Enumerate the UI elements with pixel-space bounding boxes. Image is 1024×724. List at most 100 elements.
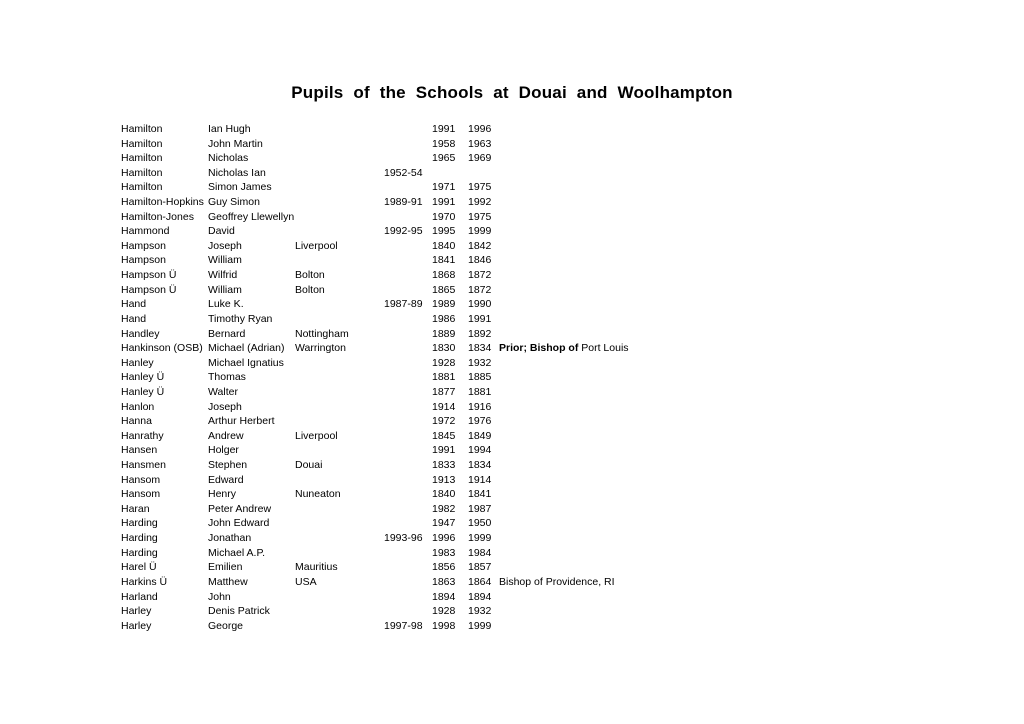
cell-place xyxy=(295,385,384,400)
cell-note xyxy=(499,502,981,517)
cell-year-start: 1863 xyxy=(432,575,456,588)
cell-year-end: 1991 xyxy=(468,312,492,325)
cell-year-start: 1971 xyxy=(432,181,456,194)
cell-forename: Simon James xyxy=(208,181,272,194)
cell-place xyxy=(295,546,384,561)
cell-prep-years xyxy=(384,312,432,327)
table-row: Hansmen Stephen Douai 1833 1834 xyxy=(121,458,981,473)
cell-year-end: 1984 xyxy=(468,546,492,559)
cell-year-start: 1845 xyxy=(432,429,456,442)
cell-year-end: 1992 xyxy=(468,196,492,209)
cell-forename: John xyxy=(208,590,231,603)
table-row: Hamilton-Jones Geoffrey Llewellyn 1970 1… xyxy=(121,210,981,225)
cell-year-start: 1958 xyxy=(432,137,456,150)
cell-surname: Hanley Ü xyxy=(121,385,165,398)
cell-year-end: 1990 xyxy=(468,298,492,311)
cell-forename: Bernard xyxy=(208,327,246,340)
cell-prep-years: 1989-91 xyxy=(384,196,423,209)
cell-forename: William xyxy=(208,283,242,296)
cell-note xyxy=(499,253,981,268)
cell-prep-years: 1952-54 xyxy=(384,166,423,179)
cell-note xyxy=(499,516,981,531)
cell-prep-years xyxy=(384,341,432,356)
cell-prep-years xyxy=(384,400,432,415)
cell-prep-years xyxy=(384,502,432,517)
note-bold-text: Prior; Bishop of xyxy=(499,342,579,355)
cell-prep-years xyxy=(384,210,432,225)
table-row: Hamilton Simon James 1971 1975 xyxy=(121,180,981,195)
cell-forename: Walter xyxy=(208,385,238,398)
table-row: Hansom Edward 1913 1914 xyxy=(121,473,981,488)
cell-prep-years xyxy=(384,487,432,502)
cell-prep-years xyxy=(384,458,432,473)
table-row: Hankinson (OSB) Michael (Adrian) Warring… xyxy=(121,341,981,356)
cell-year-start: 1841 xyxy=(432,254,456,267)
cell-surname: Harel Ü xyxy=(121,561,157,574)
cell-prep-years xyxy=(384,122,432,137)
cell-surname: Hampson Ü xyxy=(121,283,177,296)
table-row: Hampson William 1841 1846 xyxy=(121,253,981,268)
cell-forename: Henry xyxy=(208,488,237,501)
cell-year-end: 1976 xyxy=(468,415,492,428)
cell-place: Bolton xyxy=(295,269,325,282)
cell-year-end: 1963 xyxy=(468,137,492,150)
cell-place xyxy=(295,502,384,517)
cell-prep-years xyxy=(384,575,432,590)
cell-year-end: 1872 xyxy=(468,269,492,282)
cell-forename: William xyxy=(208,254,242,267)
cell-note xyxy=(499,604,981,619)
cell-surname: Hamilton-Jones xyxy=(121,210,194,223)
cell-prep-years xyxy=(384,560,432,575)
cell-forename: Timothy Ryan xyxy=(208,312,273,325)
cell-prep-years xyxy=(384,137,432,152)
cell-surname: Hansom xyxy=(121,488,161,501)
cell-year-end: 1881 xyxy=(468,385,492,398)
cell-note xyxy=(499,268,981,283)
cell-year-start: 1928 xyxy=(432,356,456,369)
cell-forename: Nicholas Ian xyxy=(208,166,266,179)
cell-forename: Denis Patrick xyxy=(208,605,270,618)
cell-prep-years xyxy=(384,546,432,561)
cell-year-start: 1868 xyxy=(432,269,456,282)
cell-year-end: 1994 xyxy=(468,444,492,457)
cell-place xyxy=(295,604,384,619)
cell-prep-years xyxy=(384,473,432,488)
cell-note xyxy=(499,414,981,429)
cell-forename: Ian Hugh xyxy=(208,123,251,135)
cell-note: Bishop of Providence, RI xyxy=(499,575,981,590)
cell-note xyxy=(499,312,981,327)
cell-surname: Hammond xyxy=(121,225,170,238)
note-regular-text: Bishop of Providence, RI xyxy=(499,575,615,588)
cell-note xyxy=(499,546,981,561)
cell-year-start: 1972 xyxy=(432,415,456,428)
cell-place: Liverpool xyxy=(295,239,338,252)
cell-note xyxy=(499,195,981,210)
cell-year-end: 1975 xyxy=(468,181,492,194)
cell-note xyxy=(499,487,981,502)
cell-note xyxy=(499,458,981,473)
cell-place xyxy=(295,224,384,239)
cell-year-end: 1842 xyxy=(468,239,492,252)
table-row: Handley Bernard Nottingham 1889 1892 xyxy=(121,327,981,342)
note-regular-text: Port Louis xyxy=(578,342,629,355)
cell-surname: Harding xyxy=(121,546,158,559)
cell-note xyxy=(499,560,981,575)
cell-note xyxy=(499,327,981,342)
cell-note xyxy=(499,443,981,458)
table-row: Harkins Ü Matthew USA 1863 1864 Bishop o… xyxy=(121,575,981,590)
table-row: Haran Peter Andrew 1982 1987 xyxy=(121,502,981,517)
cell-surname: Hanlon xyxy=(121,400,155,413)
cell-place xyxy=(295,414,384,429)
cell-forename: Michael A.P. xyxy=(208,546,266,559)
cell-place xyxy=(295,180,384,195)
cell-place xyxy=(295,122,384,137)
pupils-table: Hamilton Ian Hugh 1991 1996 Hamilton Joh… xyxy=(121,122,981,633)
cell-place: Mauritius xyxy=(295,561,338,574)
cell-year-start: 1914 xyxy=(432,400,456,413)
table-row: Harley Denis Patrick 1928 1932 xyxy=(121,604,981,619)
cell-note xyxy=(499,400,981,415)
cell-surname: Handley xyxy=(121,327,160,340)
cell-year-start: 1989 xyxy=(432,298,456,311)
cell-note xyxy=(499,473,981,488)
